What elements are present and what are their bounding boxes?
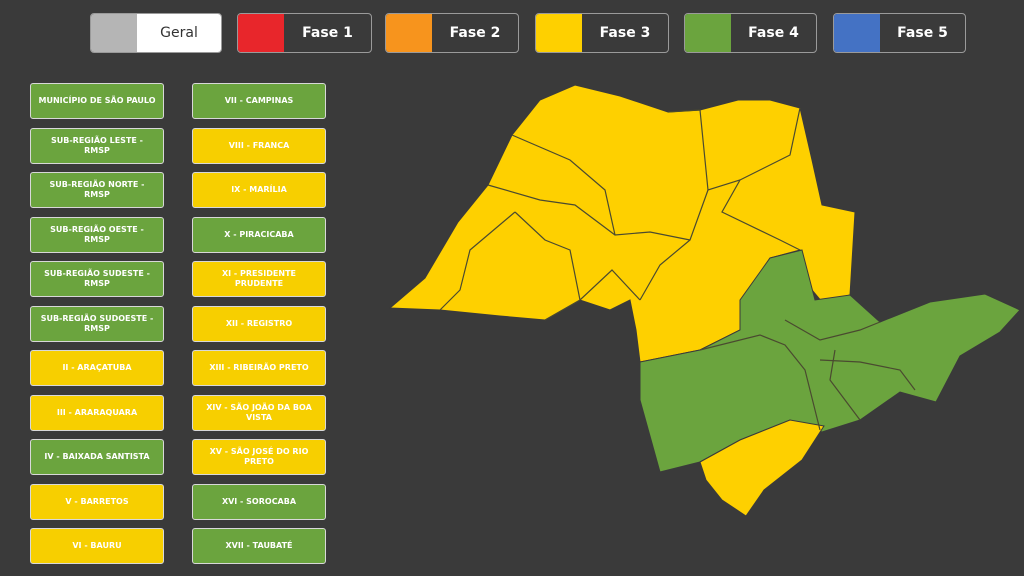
- legend-geral-button[interactable]: Geral: [90, 13, 222, 53]
- legend-swatch: [536, 14, 582, 52]
- legend-label: Geral: [137, 14, 221, 52]
- legend-fase-4-button[interactable]: Fase 4: [684, 13, 817, 53]
- legend-label: Fase 3: [599, 25, 651, 41]
- legend-swatch: [91, 14, 137, 52]
- region-button[interactable]: IX - Marília: [192, 172, 326, 208]
- legend-fase-5-button[interactable]: Fase 5: [833, 13, 966, 53]
- legend-label: Fase 2: [449, 25, 501, 41]
- region-button[interactable]: V - Barretos: [30, 484, 164, 520]
- legend-label: Fase 1: [302, 25, 353, 41]
- region-button[interactable]: III - Araraquara: [30, 395, 164, 431]
- region-button[interactable]: XV - São José do Rio Preto: [192, 439, 326, 475]
- legend-label: Fase 5: [897, 25, 948, 41]
- legend-fase-2-button[interactable]: Fase 2: [385, 13, 519, 53]
- legend-swatch: [238, 14, 284, 52]
- region-button[interactable]: XII - Registro: [192, 306, 326, 342]
- region-button[interactable]: XIV - São João da Boa Vista: [192, 395, 326, 431]
- legend-label: Fase 4: [748, 25, 799, 41]
- legend-fase-1-button[interactable]: Fase 1: [237, 13, 372, 53]
- region-button[interactable]: Sub-região Leste - RMSP: [30, 128, 164, 164]
- region-button[interactable]: II - Araçatuba: [30, 350, 164, 386]
- region-button[interactable]: X - Piracicaba: [192, 217, 326, 253]
- region-button[interactable]: XVI - Sorocaba: [192, 484, 326, 520]
- region-button[interactable]: VI - Bauru: [30, 528, 164, 564]
- region-button[interactable]: VII - Campinas: [192, 83, 326, 119]
- region-button[interactable]: IV - Baixada Santista: [30, 439, 164, 475]
- region-button[interactable]: Sub-região Oeste - RMSP: [30, 217, 164, 253]
- region-button[interactable]: Sub-região Sudoeste - RMSP: [30, 306, 164, 342]
- legend-swatch: [386, 14, 432, 52]
- region-borders: [439, 107, 916, 431]
- map-region-registro[interactable]: [699, 419, 825, 517]
- region-button[interactable]: XI - Presidente Prudente: [192, 261, 326, 297]
- region-button[interactable]: Sub-região Sudeste - RMSP: [30, 261, 164, 297]
- legend-swatch: [834, 14, 880, 52]
- region-button[interactable]: XIII - Ribeirão Preto: [192, 350, 326, 386]
- region-button[interactable]: VIII - Franca: [192, 128, 326, 164]
- legend-fase-3-button[interactable]: Fase 3: [535, 13, 669, 53]
- region-button[interactable]: Sub-região Norte - RMSP: [30, 172, 164, 208]
- region-button[interactable]: Município de São Paulo: [30, 83, 164, 119]
- legend-swatch: [685, 14, 731, 52]
- region-button[interactable]: XVII - Taubaté: [192, 528, 326, 564]
